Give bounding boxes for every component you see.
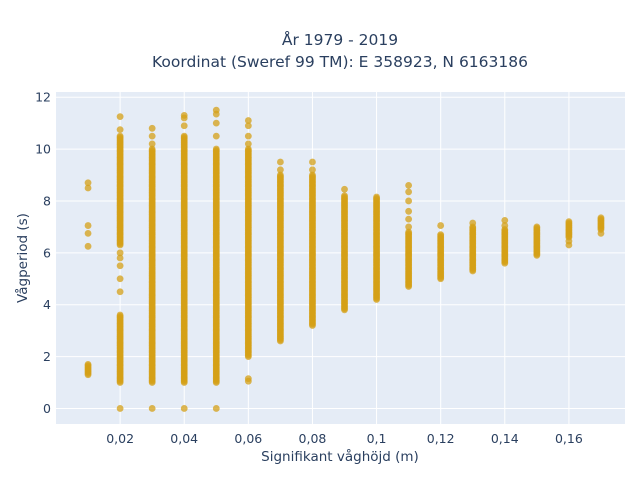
data-point [84,242,92,250]
data-point [180,111,188,119]
data-point [84,222,92,229]
data-point [309,166,316,174]
data-point [116,249,124,257]
data-point [180,132,188,140]
data-point [116,126,124,134]
x-axis-label: Signifikant våghöjd (m) [261,448,419,465]
data-point [212,132,220,140]
data-point [276,158,284,166]
data-point [84,184,92,192]
data-point [212,119,220,127]
data-point [116,132,124,140]
x-tick-label: 0,08 [299,431,327,446]
data-point [405,228,413,236]
data-point [501,216,509,224]
data-point [116,311,124,319]
data-point [309,171,316,179]
data-point [148,145,156,153]
data-point [276,171,284,179]
x-tick-label: 0,1 [367,431,387,446]
y-axis-label: Vågperiod (s) [14,213,31,303]
data-point [148,124,156,132]
data-point [244,140,252,148]
y-axis-ticks: 0 2 4 6 8 10 12 [35,90,51,416]
data-point [244,117,252,124]
data-point [212,405,220,412]
data-point [116,254,124,262]
chart-subtitle: Koordinat (Sweref 99 TM): E 358923, N 61… [152,53,528,71]
data-point [405,197,413,205]
data-point [405,188,413,196]
data-point [405,207,413,215]
y-tick-label: 8 [43,193,51,208]
x-tick-label: 0,14 [491,431,519,446]
x-tick-label: 0,04 [170,431,198,446]
data-point [437,231,445,239]
data-point [116,113,124,121]
data-point [244,132,252,140]
data-point [533,223,541,231]
data-point [405,223,413,231]
data-point [180,405,188,412]
data-point [309,158,316,166]
data-point [116,275,124,283]
data-point [148,405,156,412]
y-tick-label: 12 [35,90,51,105]
data-point [405,215,413,223]
data-point [405,181,413,189]
data-point [276,166,284,174]
data-point [341,192,348,200]
y-tick-label: 4 [43,297,51,312]
x-tick-label: 0,12 [427,431,455,446]
data-point [341,185,348,193]
data-point [597,229,605,237]
data-point [244,145,252,153]
data-point [84,229,92,237]
data-point [437,222,445,229]
data-point [501,222,509,229]
data-point [116,288,124,296]
data-point [116,405,124,412]
y-tick-label: 10 [35,142,51,157]
data-point [84,179,92,187]
data-point [244,122,252,130]
data-points [84,106,605,412]
x-axis-ticks: 0,02 0,04 0,06 0,08 0,1 0,12 0,14 0,16 [106,431,583,446]
data-point [148,140,156,148]
data-point [373,193,380,201]
data-point [244,375,252,383]
data-point [469,219,477,227]
data-point [148,132,156,140]
y-tick-label: 2 [43,349,51,364]
data-point [84,360,92,368]
data-point [212,106,220,114]
data-point [565,237,573,245]
x-tick-label: 0,06 [234,431,262,446]
y-tick-label: 0 [43,401,51,416]
data-point [212,145,220,153]
plot-area [56,92,625,424]
x-tick-label: 0,02 [106,431,134,446]
x-tick-label: 0,16 [555,431,583,446]
data-point [180,122,188,130]
data-point [597,214,605,222]
y-tick-label: 6 [43,245,51,260]
data-point [565,218,573,226]
data-point [116,262,124,270]
chart-title: År 1979 - 2019 [282,30,398,49]
